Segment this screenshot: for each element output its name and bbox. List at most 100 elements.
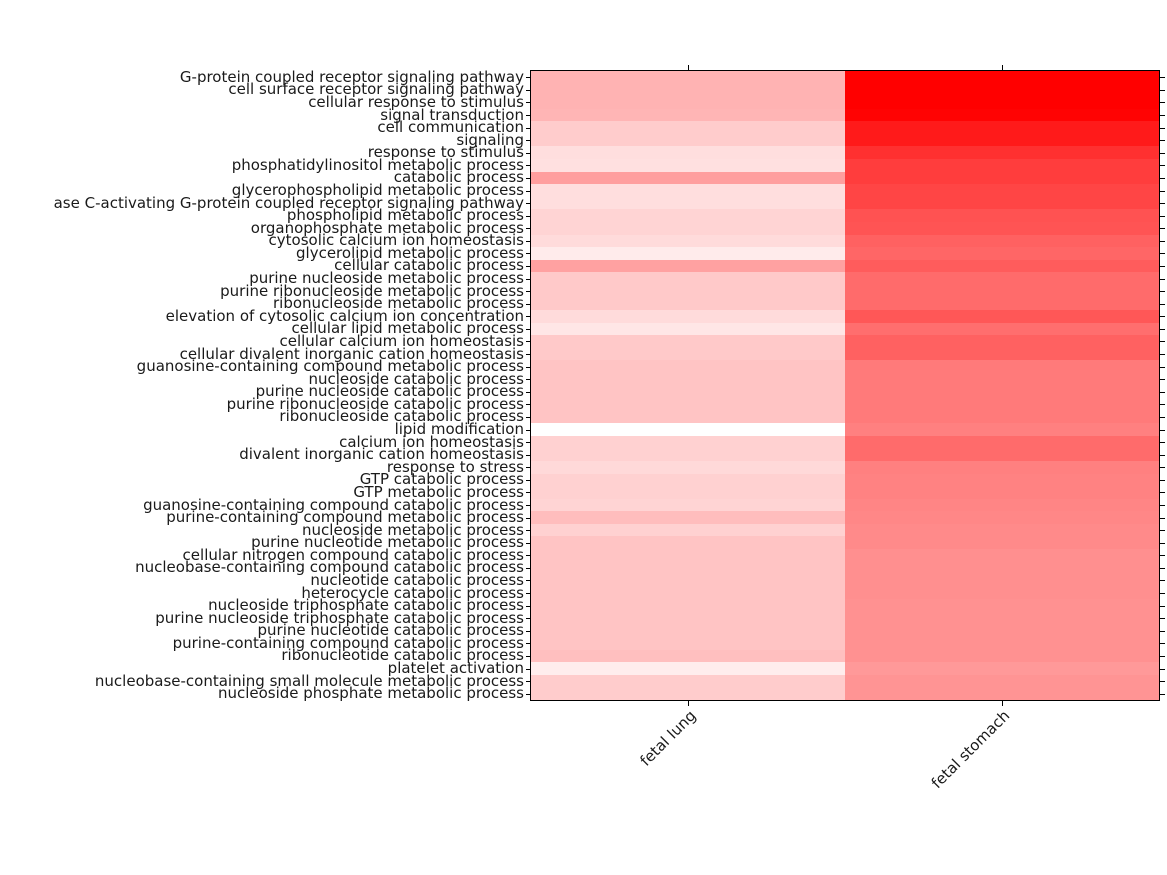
- tick-mark: [526, 316, 531, 317]
- tick-mark: [526, 505, 531, 506]
- heatmap-cell: [531, 637, 845, 650]
- y-tick-label: cell surface receptor signaling pathway: [228, 80, 524, 99]
- tick-mark: [526, 367, 531, 368]
- tick-mark: [1160, 392, 1165, 393]
- tick-mark: [526, 253, 531, 254]
- y-tick-label: nucleotide catabolic process: [310, 570, 524, 589]
- tick-mark: [526, 631, 531, 632]
- tick-mark: [526, 153, 531, 154]
- tick-mark: [526, 341, 531, 342]
- heatmap-cell: [531, 586, 845, 600]
- tick-mark: [526, 392, 531, 393]
- tick-mark: [1160, 694, 1165, 695]
- y-tick-label: cellular divalent inorganic cation homeo…: [179, 344, 524, 363]
- y-tick-label: ribonucleoside metabolic process: [273, 294, 524, 313]
- tick-mark: [1160, 140, 1165, 141]
- tick-mark: [1160, 404, 1165, 405]
- heatmap-cell: [845, 209, 1159, 222]
- tick-mark: [1160, 455, 1165, 456]
- heatmap-cell: [531, 624, 845, 638]
- y-tick-label: nucleoside catabolic process: [308, 369, 524, 388]
- heatmap-cell: [845, 96, 1159, 109]
- heatmap-cell: [531, 385, 845, 399]
- tick-mark: [1160, 203, 1165, 204]
- tick-mark: [526, 618, 531, 619]
- y-tick-label: GTP metabolic process: [353, 482, 524, 501]
- y-tick-label: purine nucleoside triphosphate catabolic…: [155, 608, 524, 627]
- tick-mark: [1160, 618, 1165, 619]
- heatmap-cell: [845, 71, 1159, 84]
- tick-mark: [526, 606, 531, 607]
- heatmap-cell: [531, 473, 845, 487]
- heatmap-cell: [531, 662, 845, 675]
- y-tick-label: lipid modification: [394, 420, 524, 439]
- heatmap-cell: [845, 511, 1159, 524]
- heatmap-cell: [845, 234, 1159, 248]
- y-tick-label: purine-containing compound catabolic pro…: [172, 633, 524, 652]
- heatmap-cell: [845, 385, 1159, 399]
- heatmap-cell: [531, 108, 845, 122]
- tick-mark: [1160, 430, 1165, 431]
- tick-mark: [526, 669, 531, 670]
- y-tick-label: GTP catabolic process: [359, 470, 524, 489]
- y-tick-label: nucleoside metabolic process: [302, 520, 524, 539]
- heatmap-cell: [531, 310, 845, 323]
- heatmap-cell: [531, 687, 845, 700]
- heatmap-cell: [531, 574, 845, 587]
- heatmap-cell: [845, 486, 1159, 499]
- tick-mark: [1160, 266, 1165, 267]
- tick-mark: [1160, 580, 1165, 581]
- tick-mark: [1160, 253, 1165, 254]
- tick-mark: [526, 656, 531, 657]
- y-tick-label: nucleoside triphosphate catabolic proces…: [208, 596, 524, 615]
- heatmap-cell: [531, 272, 845, 285]
- tick-mark: [1160, 467, 1165, 468]
- heatmap-cell: [845, 322, 1159, 336]
- heatmap-cell: [531, 599, 845, 612]
- tick-mark: [526, 140, 531, 141]
- y-tick-label: ribonucleoside catabolic process: [279, 407, 524, 426]
- tick-mark: [526, 291, 531, 292]
- tick-mark: [1160, 115, 1165, 116]
- heatmap-cell: [845, 624, 1159, 638]
- heatmap-cell: [531, 171, 845, 185]
- heatmap-cell: [531, 372, 845, 386]
- y-tick-label: heterocycle catabolic process: [301, 583, 524, 602]
- y-tick-label: platelet activation: [387, 659, 524, 678]
- tick-mark: [1160, 492, 1165, 493]
- heatmap-cell: [845, 121, 1159, 134]
- tick-mark: [526, 518, 531, 519]
- tick-mark: [688, 701, 689, 706]
- y-tick-label: elevation of cytosolic calcium ion conce…: [165, 306, 524, 325]
- tick-mark: [526, 694, 531, 695]
- heatmap-cell: [531, 486, 845, 499]
- heatmap-cell: [845, 146, 1159, 160]
- heatmap-cell: [845, 259, 1159, 273]
- tick-mark: [1160, 555, 1165, 556]
- tick-mark: [526, 442, 531, 443]
- heatmap-cell: [531, 196, 845, 210]
- heatmap-cell: [845, 133, 1159, 147]
- tick-mark: [526, 555, 531, 556]
- y-tick-label: organophosphate metabolic process: [250, 218, 524, 237]
- heatmap-cell: [531, 649, 845, 663]
- tick-mark: [526, 467, 531, 468]
- y-tick-label: glycerolipid metabolic process: [296, 243, 524, 262]
- y-tick-label: calcium ion homeostasis: [339, 432, 524, 451]
- heatmap-cell: [531, 410, 845, 424]
- y-tick-label: signal transduction: [380, 105, 524, 124]
- y-tick-label: cell communication: [377, 118, 524, 137]
- y-tick-label: cellular response to stimulus: [308, 92, 524, 111]
- heatmap-cell: [531, 209, 845, 222]
- tick-mark: [1160, 656, 1165, 657]
- tick-mark: [1160, 543, 1165, 544]
- tick-mark: [1160, 354, 1165, 355]
- tick-mark: [1160, 178, 1165, 179]
- heatmap-cell: [845, 171, 1159, 185]
- tick-mark: [526, 90, 531, 91]
- tick-mark: [526, 455, 531, 456]
- heatmap-cell: [531, 335, 845, 348]
- y-tick-label: purine ribonucleoside catabolic process: [226, 394, 524, 413]
- heatmap-cell: [845, 310, 1159, 323]
- heatmap-cell: [845, 637, 1159, 650]
